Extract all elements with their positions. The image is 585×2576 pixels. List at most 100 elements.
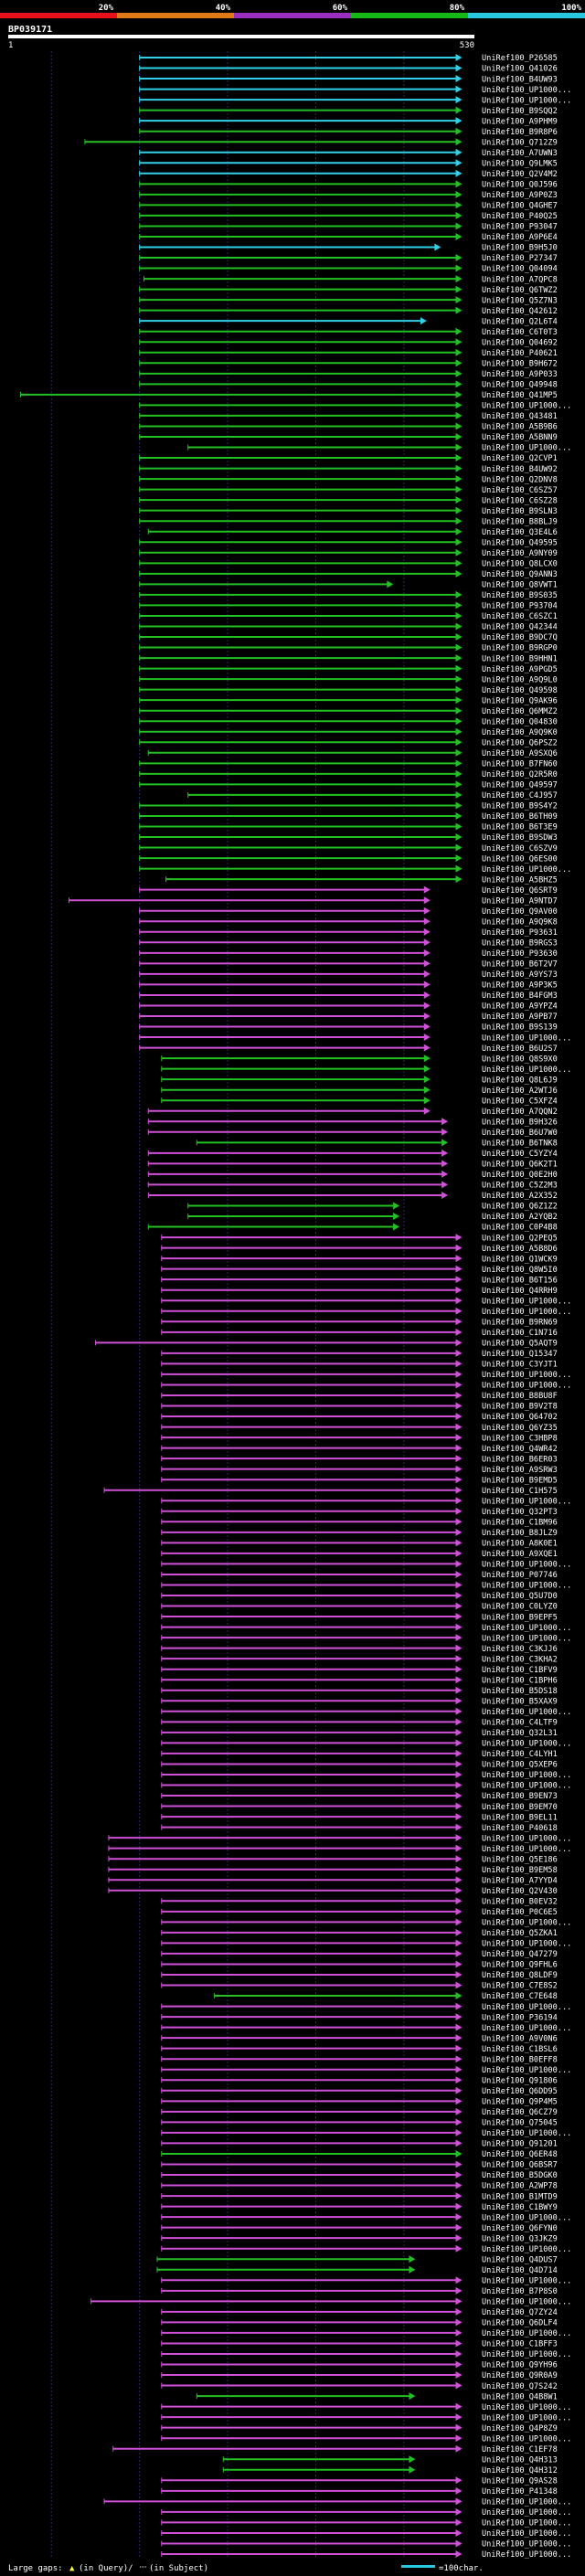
hit-label[interactable]: UniRef100_Q4DUS7 — [482, 2255, 558, 2264]
hit-row[interactable]: UniRef100_C6T0T3 — [139, 327, 558, 337]
hit-row[interactable]: UniRef100_A9YPZ4 — [139, 1002, 558, 1012]
hit-label[interactable]: UniRef100_B0EFF8 — [482, 2055, 558, 2064]
hit-label[interactable]: UniRef100_Q9LMK5 — [482, 159, 558, 168]
hit-label[interactable]: UniRef100_B1MTD9 — [482, 2192, 558, 2201]
hit-row[interactable]: UniRef100_UP1000... — [161, 2065, 572, 2075]
hit-row[interactable]: UniRef100_Q42612 — [139, 306, 558, 316]
hit-row[interactable]: UniRef100_Q8LCX0 — [139, 559, 558, 569]
hit-row[interactable]: UniRef100_B0EV32 — [161, 1897, 558, 1906]
hit-row[interactable]: UniRef100_B6TNK8 — [196, 1139, 558, 1149]
hit-label[interactable]: UniRef100_C1EF78 — [482, 2445, 558, 2454]
hit-row[interactable]: UniRef100_Q7ZY24 — [161, 2307, 558, 2317]
hit-row[interactable]: UniRef100_Q8S9X0 — [161, 1055, 558, 1064]
hit-row[interactable]: UniRef100_P26585 — [139, 54, 558, 63]
hit-label[interactable]: UniRef100_Q5Z7N3 — [482, 296, 558, 305]
hit-row[interactable]: UniRef100_Q4D714 — [156, 2265, 558, 2275]
hit-label[interactable]: UniRef100_Q04830 — [482, 717, 558, 726]
hit-label[interactable]: UniRef100_C1N716 — [482, 1329, 558, 1338]
hit-label[interactable]: UniRef100_UP1000... — [482, 1065, 571, 1075]
hit-label[interactable]: UniRef100_Q9AS28 — [482, 2477, 558, 2486]
hit-label[interactable]: UniRef100_Q32L31 — [482, 1729, 558, 1738]
hit-label[interactable]: UniRef100_B6TH09 — [482, 812, 558, 822]
hit-label[interactable]: UniRef100_Q9FHL6 — [482, 1961, 558, 1970]
hit-row[interactable]: UniRef100_Q41026 — [139, 64, 558, 74]
hit-label[interactable]: UniRef100_Q42344 — [482, 623, 558, 632]
hit-label[interactable]: UniRef100_Q9ANN3 — [482, 570, 558, 579]
hit-label[interactable]: UniRef100_A7UWN3 — [482, 149, 558, 158]
hit-row[interactable]: UniRef100_A9SRW3 — [161, 1465, 558, 1475]
hit-row[interactable]: UniRef100_UP1000... — [161, 1634, 572, 1643]
hit-label[interactable]: UniRef100_UP1000... — [482, 1561, 571, 1570]
hit-row[interactable]: UniRef100_Q8W5I0 — [161, 1265, 558, 1275]
hit-row[interactable]: UniRef100_B9EN73 — [161, 1792, 558, 1801]
hit-row[interactable]: UniRef100_UP1000... — [161, 1581, 572, 1591]
hit-label[interactable]: UniRef100_Q04094 — [482, 265, 558, 274]
hit-label[interactable]: UniRef100_B9EM58 — [482, 1866, 558, 1875]
hit-label[interactable]: UniRef100_Q6ER48 — [482, 2150, 558, 2159]
hit-row[interactable]: UniRef100_Q9YH96 — [161, 2360, 558, 2370]
hit-row[interactable]: UniRef100_Q4GHE7 — [139, 201, 558, 211]
hit-row[interactable]: UniRef100_Q2DNV8 — [139, 475, 558, 484]
hit-label[interactable]: UniRef100_P26585 — [482, 54, 558, 63]
hit-label[interactable]: UniRef100_P93704 — [482, 602, 558, 611]
hit-row[interactable]: UniRef100_Q04692 — [139, 338, 558, 347]
hit-row[interactable]: UniRef100_Q6MMZ2 — [139, 706, 558, 716]
hit-label[interactable]: UniRef100_A9P6E4 — [482, 233, 558, 242]
hit-label[interactable]: UniRef100_B0EV32 — [482, 1897, 558, 1906]
hit-label[interactable]: UniRef100_C5Z2M3 — [482, 1182, 558, 1191]
hit-label[interactable]: UniRef100_Q7S242 — [482, 2382, 558, 2391]
hit-row[interactable]: UniRef100_UP1000... — [161, 1497, 572, 1506]
hit-label[interactable]: UniRef100_P40618 — [482, 1824, 558, 1833]
hit-label[interactable]: UniRef100_UP1000... — [482, 1782, 571, 1791]
hit-row[interactable]: UniRef100_Q9FHL6 — [161, 1960, 558, 1970]
hit-label[interactable]: UniRef100_UP1000... — [482, 2403, 571, 2412]
hit-label[interactable]: UniRef100_A9PB77 — [482, 1012, 558, 1022]
hit-row[interactable]: UniRef100_UP1000... — [139, 864, 572, 875]
hit-label[interactable]: UniRef100_UP1000... — [482, 2434, 571, 2443]
hit-row[interactable]: UniRef100_UP1000... — [161, 1918, 572, 1928]
hit-row[interactable]: UniRef100_P93630 — [139, 949, 558, 959]
hit-row[interactable]: UniRef100_Q3E4L6 — [147, 527, 558, 537]
hit-label[interactable]: UniRef100_UP1000... — [482, 1740, 571, 1749]
hit-label[interactable]: UniRef100_A9P3K5 — [482, 981, 558, 991]
hit-row[interactable]: UniRef100_P41348 — [161, 2486, 558, 2496]
hit-label[interactable]: UniRef100_Q3JKZ9 — [482, 2234, 558, 2243]
hit-row[interactable]: UniRef100_B9V2T8 — [161, 1402, 558, 1412]
hit-row[interactable]: UniRef100_UP1000... — [161, 2213, 572, 2222]
hit-row[interactable]: UniRef100_Q9ANN3 — [139, 569, 558, 579]
hit-row[interactable]: UniRef100_C1BFF3 — [161, 2339, 558, 2349]
hit-label[interactable]: UniRef100_Q91806 — [482, 2076, 558, 2085]
hit-label[interactable]: UniRef100_Q41026 — [482, 65, 558, 74]
hit-row[interactable]: UniRef100_Q4DUS7 — [156, 2255, 558, 2264]
hit-row[interactable]: UniRef100_P40Q25 — [139, 211, 558, 221]
hit-label[interactable]: UniRef100_A9V0N6 — [482, 2034, 558, 2043]
hit-row[interactable]: UniRef100_Q5U7D0 — [161, 1592, 558, 1601]
hit-label[interactable]: UniRef100_UP1000... — [482, 1919, 571, 1928]
hit-label[interactable]: UniRef100_P0C6E5 — [482, 1908, 558, 1917]
hit-label[interactable]: UniRef100_Q91201 — [482, 2140, 558, 2149]
hit-row[interactable]: UniRef100_C5YZY4 — [147, 1149, 558, 1159]
hit-row[interactable]: UniRef100_A5BNN9 — [139, 432, 558, 442]
hit-row[interactable]: UniRef100_Q41MP5 — [19, 390, 558, 400]
hit-row[interactable]: UniRef100_C0LYZ0 — [161, 1602, 558, 1612]
hit-label[interactable]: UniRef100_UP1000... — [482, 1382, 571, 1391]
hit-label[interactable]: UniRef100_C3YJT1 — [482, 1361, 558, 1370]
hit-row[interactable]: UniRef100_B1MTD9 — [161, 2192, 558, 2201]
hit-row[interactable]: UniRef100_A5BHZ5 — [165, 875, 558, 885]
hit-row[interactable]: UniRef100_Q49595 — [139, 538, 558, 547]
hit-label[interactable]: UniRef100_Q0E2H0 — [482, 1171, 558, 1180]
hit-label[interactable]: UniRef100_C1BM96 — [482, 1519, 558, 1528]
hit-label[interactable]: UniRef100_A9YPZ4 — [482, 1002, 558, 1012]
hit-label[interactable]: UniRef100_C7E648 — [482, 1992, 558, 2001]
hit-row[interactable]: UniRef100_Q6TWZ2 — [139, 285, 558, 295]
hit-label[interactable]: UniRef100_Q64702 — [482, 1413, 558, 1422]
hit-row[interactable]: UniRef100_B9EPF5 — [161, 1613, 558, 1622]
hit-row[interactable]: UniRef100_UP1000... — [139, 1034, 572, 1043]
hit-row[interactable]: UniRef100_A2X352 — [147, 1191, 558, 1201]
hit-row[interactable]: UniRef100_Q6FYN0 — [161, 2223, 558, 2233]
hit-row[interactable]: UniRef100_B8BLJ9 — [139, 517, 558, 526]
hit-label[interactable]: UniRef100_UP1000... — [482, 1940, 571, 1949]
hit-row[interactable]: UniRef100_B9HHN1 — [139, 654, 558, 663]
hit-label[interactable]: UniRef100_B6U2S7 — [482, 1044, 558, 1054]
hit-label[interactable]: UniRef100_UP1000... — [482, 2498, 571, 2507]
